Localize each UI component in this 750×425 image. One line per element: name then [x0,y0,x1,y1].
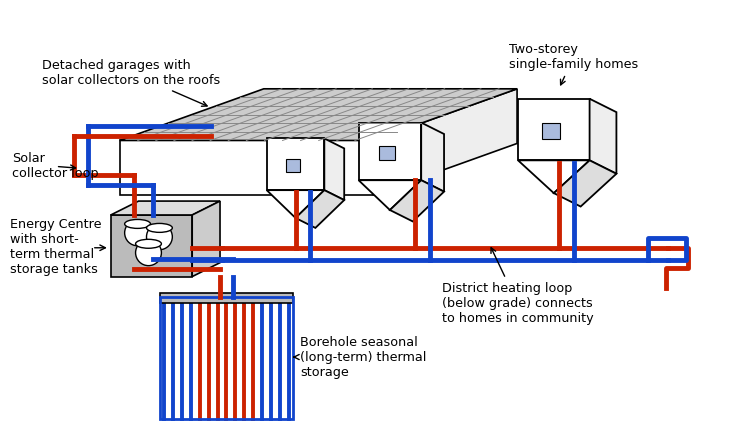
Text: Energy Centre
with short-
term thermal
storage tanks: Energy Centre with short- term thermal s… [10,218,102,276]
Text: Solar
collector loop: Solar collector loop [13,153,99,180]
Polygon shape [111,215,192,277]
Polygon shape [192,201,220,277]
Ellipse shape [124,219,151,228]
Text: District heating loop
(below grade) connects
to homes in community: District heating loop (below grade) conn… [442,248,593,325]
Polygon shape [111,201,220,215]
Polygon shape [390,180,444,221]
Polygon shape [518,160,590,193]
Ellipse shape [146,224,172,232]
Text: Two-storey
single-family homes: Two-storey single-family homes [509,43,638,85]
Ellipse shape [136,239,161,248]
Polygon shape [554,160,616,207]
Polygon shape [296,190,344,228]
Polygon shape [120,141,373,195]
Circle shape [124,220,151,246]
Polygon shape [267,190,324,218]
FancyBboxPatch shape [160,294,292,303]
Polygon shape [267,139,324,190]
Polygon shape [373,89,517,195]
Circle shape [136,240,161,266]
Polygon shape [358,180,422,210]
Polygon shape [286,159,300,172]
Text: Detached garages with
solar collectors on the roofs: Detached garages with solar collectors o… [42,59,220,106]
Polygon shape [380,146,395,160]
Polygon shape [120,89,517,141]
Polygon shape [324,139,344,200]
Polygon shape [358,122,422,180]
Polygon shape [542,123,560,139]
Polygon shape [590,99,616,174]
Polygon shape [518,99,590,160]
Text: Borehole seasonal
(long-term) thermal
storage: Borehole seasonal (long-term) thermal st… [294,336,427,379]
Circle shape [146,224,172,250]
Polygon shape [422,122,444,192]
